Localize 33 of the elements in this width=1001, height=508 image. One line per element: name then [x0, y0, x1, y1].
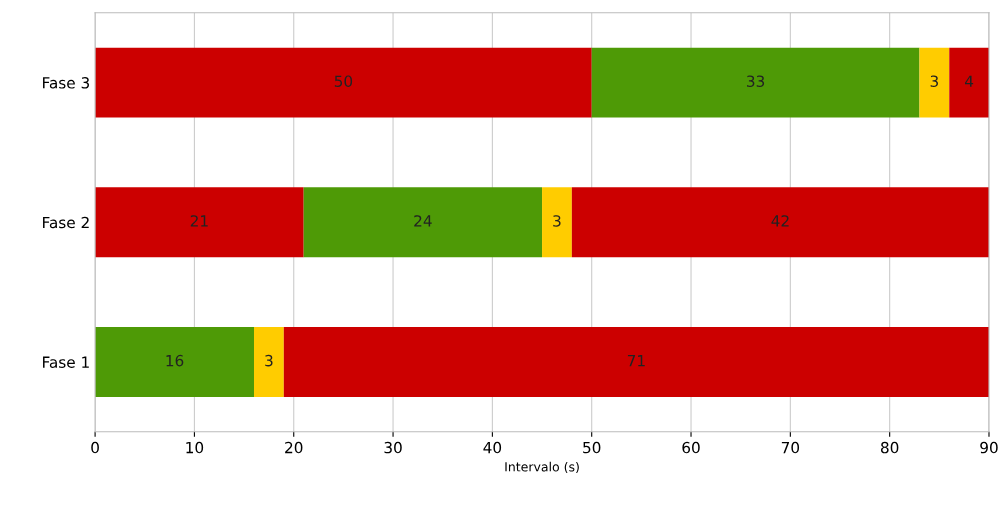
bar	[949, 47, 989, 118]
data-label: 3	[265, 354, 273, 367]
bar	[919, 47, 950, 118]
data-label: 24	[414, 215, 432, 227]
x-tick-label: 40	[483, 441, 502, 454]
x-tick-label: 20	[285, 441, 303, 454]
bar	[571, 187, 989, 258]
data-label: 42	[771, 215, 789, 227]
x-axis-title: Intervalo (s)	[505, 461, 579, 474]
data-label: 50	[334, 75, 353, 87]
x-tick-label: 50	[583, 441, 601, 454]
bar	[542, 187, 572, 258]
x-tick-label: 0	[91, 441, 99, 454]
y-tick-label: Fase 1	[43, 356, 89, 368]
x-tick-label: 60	[682, 441, 700, 454]
bar	[303, 187, 543, 258]
data-label: 33	[747, 75, 765, 87]
x-tick-label: 10	[186, 441, 204, 454]
bar	[95, 47, 592, 118]
y-tick-label: Fase 2	[43, 216, 89, 229]
bar	[95, 187, 304, 258]
data-label: 3	[930, 75, 938, 87]
x-tick-label: 80	[880, 441, 899, 454]
x-tick-label: 90	[980, 441, 998, 454]
x-tick-label: 30	[384, 441, 402, 454]
data-label: 21	[190, 215, 208, 227]
data-label: 3	[553, 215, 561, 227]
data-label: 16	[166, 354, 184, 367]
x-tick-label: 70	[781, 441, 800, 454]
y-tick-label: Fase 3	[43, 77, 90, 89]
data-label: 71	[627, 355, 645, 367]
bar	[591, 47, 920, 118]
data-label: 4	[965, 75, 974, 87]
